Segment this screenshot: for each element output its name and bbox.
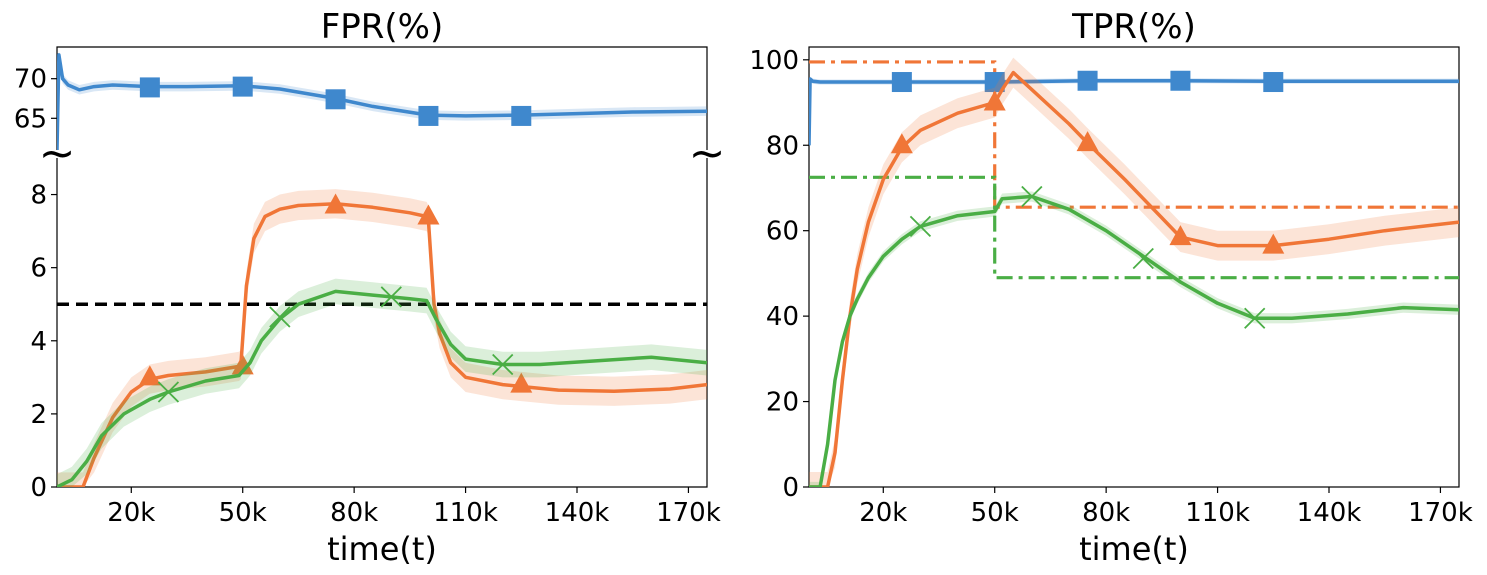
fpr-line-blue (57, 53, 707, 150)
fpr-marker-green-2-stroke-b (380, 286, 402, 308)
tpr-markers-green (909, 185, 1266, 329)
tpr-marker-green-1-stroke-b (1021, 185, 1043, 208)
tpr-marker-blue-2 (1077, 70, 1098, 91)
tpr-series-blue (809, 76, 1459, 148)
fpr-lower-ytick-label-3: 6 (30, 254, 47, 284)
fpr-marker-orange-4 (510, 372, 533, 393)
fpr-markers-blue (139, 76, 532, 126)
fpr-band-green (57, 278, 707, 487)
fpr-markers-orange (138, 193, 533, 393)
fpr-marker-green-3 (492, 353, 514, 376)
tpr-marker-green-2-stroke-b (1132, 247, 1154, 270)
tpr-xlabel: time(t) (1079, 530, 1189, 568)
fpr-lower-frame (56, 158, 708, 488)
fpr-marker-green-0 (157, 381, 180, 403)
tpr-title: TPR(%) (1071, 7, 1196, 47)
fpr-band-orange (57, 189, 707, 487)
tpr-marker-green-0-stroke-b (909, 215, 932, 238)
tpr-marker-orange-1 (983, 90, 1006, 111)
fpr-xtick-label-2: 80k (330, 498, 378, 528)
tpr-marker-blue-1 (984, 72, 1005, 93)
tpr-frame (808, 46, 1460, 488)
tpr-reference-line-green (809, 175, 1459, 280)
tpr-band-orange (809, 57, 1459, 487)
tpr-marker-orange-3 (1169, 225, 1192, 246)
tpr-xtick-label-2: 80k (1082, 498, 1130, 528)
fpr-marker-blue-3 (418, 105, 439, 126)
fpr-upper-ytick-label-0: 65 (14, 104, 47, 134)
fpr-xtick-label-1: 50k (219, 498, 267, 528)
tpr-reference-line-orange (809, 60, 1459, 209)
tpr-ytick-label-4: 80 (766, 131, 799, 161)
tpr-line-blue (809, 77, 1459, 146)
fpr-series-blue (57, 50, 707, 150)
fpr-marker-orange-2 (324, 193, 347, 214)
tpr-ytick-label-0: 0 (782, 473, 799, 503)
tpr-ytick-label-2: 40 (766, 302, 799, 332)
fpr-xtick-label-0: 20k (107, 498, 155, 528)
fpr-markers-green (157, 286, 514, 403)
fpr-marker-green-1 (269, 306, 291, 328)
tpr-marker-blue-3 (1170, 70, 1191, 91)
tpr-marker-green-0 (909, 215, 932, 238)
tpr-marker-green-2 (1132, 247, 1154, 270)
fpr-marker-blue-2 (325, 89, 346, 110)
fpr-marker-orange-1 (231, 354, 254, 375)
fpr-marker-green-3-stroke-b (492, 353, 514, 376)
fpr-xlabel: time(t) (327, 530, 437, 568)
fpr-upper-ytick-label-1: 70 (14, 65, 47, 95)
fpr-series-orange (57, 189, 707, 487)
fpr-marker-blue-4 (511, 105, 532, 126)
fpr-lower-ytick-label-1: 2 (30, 400, 47, 430)
tpr-marker-blue-0 (891, 72, 912, 93)
fpr-lower-ytick-label-2: 4 (30, 327, 47, 357)
tpr-marker-green-1 (1021, 185, 1043, 208)
fpr-marker-green-1-stroke-b (269, 306, 291, 328)
tpr-xtick-label-1: 50k (971, 498, 1019, 528)
fpr-title: FPR(%) (321, 7, 444, 47)
tpr-series-orange (809, 57, 1459, 487)
tpr-marker-orange-0 (890, 133, 913, 154)
fpr-lower-ytick-label-4: 8 (30, 181, 47, 211)
tpr-xtick-label-3: 110k (1185, 498, 1250, 528)
tpr-markers-orange (890, 90, 1285, 254)
fpr-marker-orange-0 (138, 365, 161, 386)
tpr-xtick-label-4: 140k (1297, 498, 1362, 528)
fpr-lower-ytick-label-0: 0 (30, 473, 47, 503)
fpr-xtick-label-4: 140k (545, 498, 610, 528)
fpr-line-orange (57, 201, 707, 487)
tpr-xtick-label-0: 20k (859, 498, 907, 528)
fpr-xtick-label-3: 110k (433, 498, 498, 528)
fpr-marker-green-2 (380, 286, 402, 308)
tpr-marker-orange-2 (1076, 131, 1099, 152)
tpr-xtick-label-5: 170k (1408, 498, 1473, 528)
fpr-marker-orange-3 (417, 204, 440, 225)
tpr-markers-blue (891, 70, 1284, 93)
fpr-marker-green-0-stroke-b (157, 381, 180, 403)
tpr-ytick-label-3: 60 (766, 217, 799, 247)
tpr-marker-green-3 (1244, 307, 1266, 329)
tpr-marker-orange-4 (1262, 233, 1285, 254)
tpr-ytick-label-1: 20 (766, 388, 799, 418)
tpr-marker-blue-4 (1263, 72, 1284, 93)
tpr-ytick-label-5: 100 (749, 46, 799, 76)
tpr-marker-green-3-stroke-b (1244, 307, 1266, 329)
fpr-upper-frame (56, 46, 708, 150)
fpr-break-mark-right: ~ (689, 128, 726, 179)
fpr-marker-blue-1 (232, 76, 253, 97)
fpr-band-blue (57, 50, 707, 150)
fpr-marker-blue-0 (139, 77, 160, 98)
fpr-xtick-label-5: 170k (656, 498, 721, 528)
